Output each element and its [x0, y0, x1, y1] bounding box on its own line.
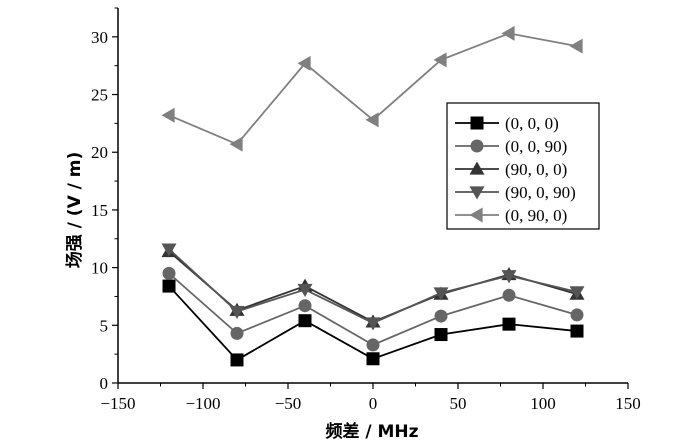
x-axis-ticks: −150 −100 −50 0 50 100 150 — [100, 383, 641, 413]
data-point — [297, 55, 311, 71]
series-line — [168, 248, 578, 324]
data-point — [569, 286, 585, 300]
y-tick-label: 10 — [91, 259, 108, 278]
data-point — [366, 352, 380, 366]
y-tick-label: 20 — [91, 143, 108, 162]
data-point — [229, 305, 245, 319]
data-point — [570, 324, 584, 338]
data-point — [365, 112, 379, 128]
data-point — [298, 314, 312, 328]
x-tick-label: −150 — [100, 394, 135, 413]
y-tick-label: 30 — [91, 28, 108, 47]
data-point — [230, 353, 244, 367]
data-point — [161, 243, 177, 257]
data-point — [502, 288, 516, 302]
legend-label: (0, 0, 90) — [505, 137, 567, 156]
x-tick-label: 150 — [615, 394, 641, 413]
y-tick-label: 0 — [100, 374, 109, 393]
data-point — [469, 207, 483, 223]
data-point — [229, 136, 243, 152]
legend-item: (0, 0, 90) — [455, 137, 567, 156]
data-point — [502, 317, 516, 331]
data-point — [469, 161, 485, 175]
data-point — [433, 287, 449, 301]
data-point — [434, 328, 448, 342]
data-point — [470, 116, 484, 130]
legend-item: (90, 0, 90) — [455, 183, 576, 202]
y-tick-label: 15 — [91, 201, 108, 220]
data-point — [501, 270, 517, 284]
series-triangle-down — [161, 243, 585, 331]
legend-label: (0, 0, 0) — [505, 114, 559, 133]
series-triangle-left — [161, 25, 583, 152]
x-tick-label: 0 — [369, 394, 378, 413]
legend-label: (90, 0, 90) — [505, 183, 576, 202]
legend-item: (0, 90, 0) — [455, 206, 567, 225]
data-point — [569, 38, 583, 54]
data-point — [162, 266, 176, 280]
x-axis-title: 频差 / MHz — [325, 421, 418, 442]
data-point — [501, 25, 515, 41]
series-circle — [162, 266, 584, 352]
series-line — [168, 250, 578, 323]
legend-label: (90, 0, 0) — [505, 160, 567, 179]
series-square — [162, 279, 584, 367]
x-tick-label: 100 — [530, 394, 556, 413]
y-axis-ticks: 0 5 10 15 20 25 30 — [91, 7, 118, 393]
data-point — [570, 308, 584, 322]
data-point — [297, 283, 313, 298]
data-point — [470, 139, 484, 153]
y-axis-title: 场强 / (V / m) — [65, 152, 85, 269]
data-point — [230, 326, 244, 340]
y-tick-label: 25 — [91, 86, 108, 105]
x-tick-label: −100 — [185, 394, 220, 413]
legend: (0, 0, 0) (0, 0, 90) (90, 0, 0) (90, 0, 90)… — [446, 102, 600, 230]
series-triangle-up — [161, 243, 585, 328]
data-point — [434, 309, 448, 323]
data-point — [365, 317, 381, 331]
legend-label: (0, 90, 0) — [505, 206, 567, 225]
data-point — [366, 338, 380, 352]
data-point — [298, 299, 312, 313]
data-point — [161, 107, 175, 123]
data-point — [162, 279, 176, 293]
data-point — [469, 186, 485, 200]
legend-item: (0, 0, 0) — [455, 114, 559, 133]
y-tick-label: 5 — [100, 316, 109, 335]
series-layer — [161, 25, 585, 367]
series-line — [168, 272, 578, 346]
legend-item: (90, 0, 0) — [455, 160, 567, 179]
x-tick-label: −50 — [275, 394, 302, 413]
data-point — [433, 52, 447, 68]
x-tick-label: 50 — [450, 394, 467, 413]
